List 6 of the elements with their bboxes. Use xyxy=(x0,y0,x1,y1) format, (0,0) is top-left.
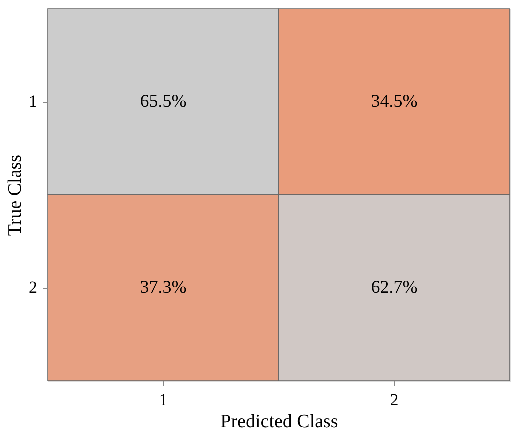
data-label: 65.5% xyxy=(140,91,187,111)
y-axis-title: True Class xyxy=(5,154,26,236)
data-label: 34.5% xyxy=(371,91,418,111)
data-label: 37.3% xyxy=(140,277,187,297)
x-axis-title: Predicted Class xyxy=(220,412,338,432)
data-label: 62.7% xyxy=(371,277,418,297)
